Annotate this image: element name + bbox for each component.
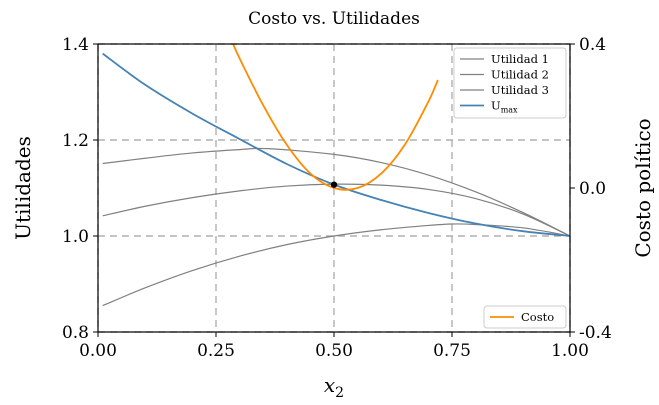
legend-left-box (453, 47, 567, 119)
legend-left-label-0: Utilidad 1 (491, 52, 549, 66)
y-left-tick-label-2: 1.2 (62, 131, 89, 151)
legend-left-label-2: Utilidad 3 (491, 83, 549, 97)
legend-right-box (483, 305, 567, 329)
legend-left-label-main-0: Utilidad 1 (491, 52, 549, 66)
legend-right: Costo (483, 305, 567, 329)
legend-left-label-3: Umax (491, 99, 518, 115)
legend-left-label-main-1: Utilidad 2 (491, 68, 549, 82)
y-right-ticks: -0.4 0.0 0.4 (570, 35, 612, 343)
x-tick-label-4: 1.00 (551, 341, 589, 361)
y-right-tick-label-0: -0.4 (579, 323, 612, 343)
y-left-tick-label-1: 1.0 (62, 227, 89, 247)
series-right (232, 44, 439, 191)
y-left-axis-label: Utilidades (11, 136, 35, 240)
x-axis-label-main: x (324, 373, 335, 397)
legend-left-label-subscript-3: max (501, 106, 518, 115)
y-right-tick-label-1: 0.0 (579, 179, 606, 199)
y-left-ticks: 0.8 1.0 1.2 1.4 (62, 35, 98, 343)
legend-left-label-main-2: Utilidad 3 (491, 83, 549, 97)
legend-left-label-main-3: U (491, 99, 501, 113)
x-tick-label-1: 0.25 (197, 341, 235, 361)
x-tick-label-0: 0.00 (79, 341, 117, 361)
y-left-tick-label-3: 1.4 (62, 35, 89, 55)
legend-right-label-0: Costo (521, 310, 554, 324)
cost-line-0 (232, 44, 439, 191)
y-right-axis-label: Costo político (631, 118, 655, 257)
x-axis-label-subscript: 2 (335, 385, 344, 401)
y-right-tick-label-2: 0.4 (579, 35, 606, 55)
annotations (330, 181, 338, 188)
optimum-point-0 (330, 181, 338, 188)
x-ticks: 0.00 0.25 0.50 0.75 1.00 (79, 332, 589, 361)
x-tick-label-2: 0.50 (315, 341, 353, 361)
legend-left-label-1: Utilidad 2 (491, 68, 549, 82)
x-axis-label: x2 (324, 373, 344, 401)
series-line-0 (102, 147, 570, 237)
y-left-tick-label-0: 0.8 (62, 323, 89, 343)
x-tick-label-3: 0.75 (433, 341, 471, 361)
chart-title: Costo vs. Utilidades (248, 9, 420, 29)
